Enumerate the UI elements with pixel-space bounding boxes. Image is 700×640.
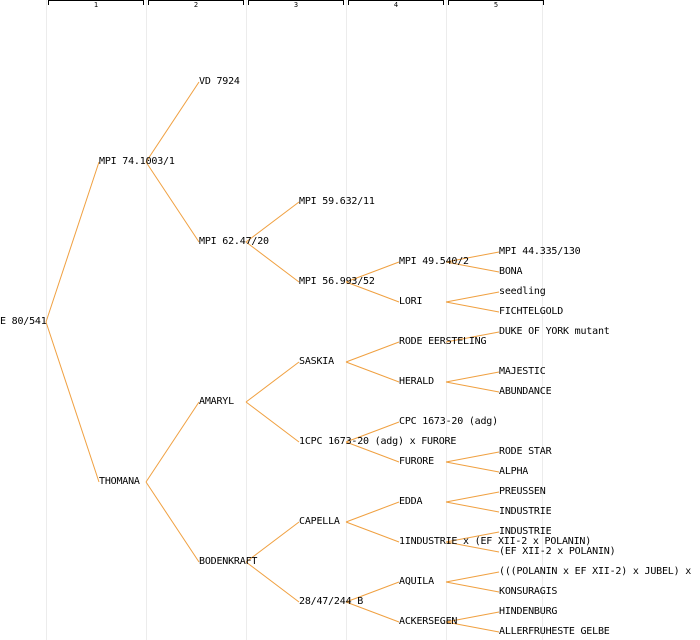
- pedigree-edge: [245, 401, 300, 443]
- pedigree-edge: [145, 481, 200, 563]
- ancestor-node-gen4[interactable]: LORI: [399, 296, 423, 307]
- pedigree-edge: [445, 531, 500, 543]
- ancestor-node-gen5[interactable]: INDUSTRIE: [499, 526, 552, 537]
- ancestor-node-gen4[interactable]: AQUILA: [399, 576, 434, 587]
- pedigree-edge: [345, 421, 400, 443]
- ancestor-node-gen4[interactable]: FURORE: [399, 456, 434, 467]
- pedigree-edge: [45, 161, 100, 323]
- grandparent-node[interactable]: BODENKRAFT: [199, 556, 258, 567]
- generation-bracket: [148, 0, 244, 5]
- column-guide: [542, 0, 543, 640]
- pedigree-edge: [145, 401, 200, 483]
- pedigree-edge: [145, 161, 200, 243]
- ancestor-node-gen5[interactable]: BONA: [499, 266, 523, 277]
- ancestor-node-gen5[interactable]: (EF XII-2 x POLANIN): [499, 546, 616, 557]
- grandparent-node[interactable]: VD 7924: [199, 76, 240, 87]
- pedigree-edge: [345, 261, 400, 283]
- ancestor-node-gen5[interactable]: ALLERFRUHESTE GELBE: [499, 626, 610, 637]
- ancestor-node-gen4[interactable]: EDDA: [399, 496, 423, 507]
- pedigree-edge: [445, 331, 500, 343]
- pedigree-edge: [345, 601, 400, 623]
- pedigree-edge: [445, 381, 500, 393]
- pedigree-edge: [445, 251, 500, 263]
- pedigree-edge: [445, 371, 500, 383]
- pedigree-edge: [45, 321, 100, 483]
- generation-bracket: [448, 0, 544, 5]
- generation-bracket: [348, 0, 444, 5]
- ancestor-node-gen3[interactable]: SASKIA: [299, 356, 334, 367]
- ancestor-node-gen3[interactable]: 28/47/244 B: [299, 596, 364, 607]
- pedigree-edge: [245, 561, 300, 603]
- pedigree-edge: [445, 581, 500, 593]
- ancestor-node-gen5[interactable]: ABUNDANCE: [499, 386, 552, 397]
- grandparent-node[interactable]: AMARYL: [199, 396, 234, 407]
- pedigree-edge: [445, 501, 500, 513]
- generation-bracket: [248, 0, 344, 5]
- parent-node[interactable]: THOMANA: [99, 476, 140, 487]
- ancestor-node-gen4[interactable]: 1INDUSTRIE x (EF XII-2 x POLANIN): [399, 536, 592, 547]
- generation-bracket: [48, 0, 144, 5]
- pedigree-edge: [445, 621, 500, 633]
- pedigree-edge: [245, 241, 300, 283]
- ancestor-node-gen5[interactable]: MPI 44.335/130: [499, 246, 581, 257]
- ancestor-node-gen5[interactable]: KONSURAGIS: [499, 586, 558, 597]
- ancestor-node-gen4[interactable]: RODE EERSTELING: [399, 336, 487, 347]
- ancestor-node-gen5[interactable]: DUKE OF YORK mutant: [499, 326, 610, 337]
- pedigree-edge: [445, 301, 500, 313]
- ancestor-node-gen5[interactable]: ALPHA: [499, 466, 529, 477]
- ancestor-node-gen5[interactable]: MAJESTIC: [499, 366, 546, 377]
- pedigree-edge: [345, 281, 400, 303]
- pedigree-edge: [445, 541, 500, 553]
- generation-label-1: 1: [93, 1, 99, 9]
- pedigree-edge: [445, 451, 500, 463]
- pedigree-edge: [445, 291, 500, 303]
- ancestor-node-gen5[interactable]: RODE STAR: [499, 446, 552, 457]
- ancestor-node-gen5[interactable]: FICHTELGOLD: [499, 306, 564, 317]
- pedigree-edge: [345, 441, 400, 463]
- ancestor-node-gen5[interactable]: seedling: [499, 286, 546, 297]
- ancestor-node-gen4[interactable]: ACKERSEGEN: [399, 616, 458, 627]
- pedigree-edge: [345, 581, 400, 603]
- pedigree-edge: [445, 461, 500, 473]
- generation-label-3: 3: [293, 1, 299, 9]
- pedigree-edge: [245, 201, 300, 243]
- ancestor-node-gen3[interactable]: 1CPC 1673-20 (adg) x FURORE: [299, 436, 457, 447]
- pedigree-edge: [245, 361, 300, 403]
- column-guide: [246, 0, 247, 640]
- pedigree-edge: [445, 491, 500, 503]
- ancestor-node-gen5[interactable]: (((POLANIN x EF XII-2) x JUBEL) x: [499, 566, 692, 577]
- column-guide: [446, 0, 447, 640]
- ancestor-node-gen3[interactable]: MPI 56.993/52: [299, 276, 375, 287]
- pedigree-edge: [145, 81, 200, 163]
- ancestor-node-gen4[interactable]: CPC 1673-20 (adg): [399, 416, 498, 427]
- pedigree-edge: [445, 571, 500, 583]
- ancestor-node-gen3[interactable]: MPI 59.632/11: [299, 196, 375, 207]
- ancestor-node-gen4[interactable]: MPI 49.540/2: [399, 256, 469, 267]
- root-node[interactable]: E 80/541: [0, 316, 47, 327]
- ancestor-node-gen5[interactable]: INDUSTRIE: [499, 506, 552, 517]
- ancestor-node-gen3[interactable]: CAPELLA: [299, 516, 340, 527]
- pedigree-edge: [345, 361, 400, 383]
- generation-label-4: 4: [393, 1, 399, 9]
- column-guide: [146, 0, 147, 640]
- ancestor-node-gen5[interactable]: PREUSSEN: [499, 486, 546, 497]
- ancestor-node-gen4[interactable]: HERALD: [399, 376, 434, 387]
- parent-node[interactable]: MPI 74.1003/1: [99, 156, 175, 167]
- pedigree-edge: [445, 261, 500, 273]
- pedigree-edge: [245, 521, 300, 563]
- pedigree-edge: [345, 341, 400, 363]
- generation-label-2: 2: [193, 1, 199, 9]
- pedigree-edge: [345, 521, 400, 543]
- pedigree-edge: [445, 611, 500, 623]
- ancestor-node-gen5[interactable]: HINDENBURG: [499, 606, 558, 617]
- grandparent-node[interactable]: MPI 62.47/20: [199, 236, 269, 247]
- generation-label-5: 5: [493, 1, 499, 9]
- pedigree-edge: [345, 501, 400, 523]
- column-guide: [346, 0, 347, 640]
